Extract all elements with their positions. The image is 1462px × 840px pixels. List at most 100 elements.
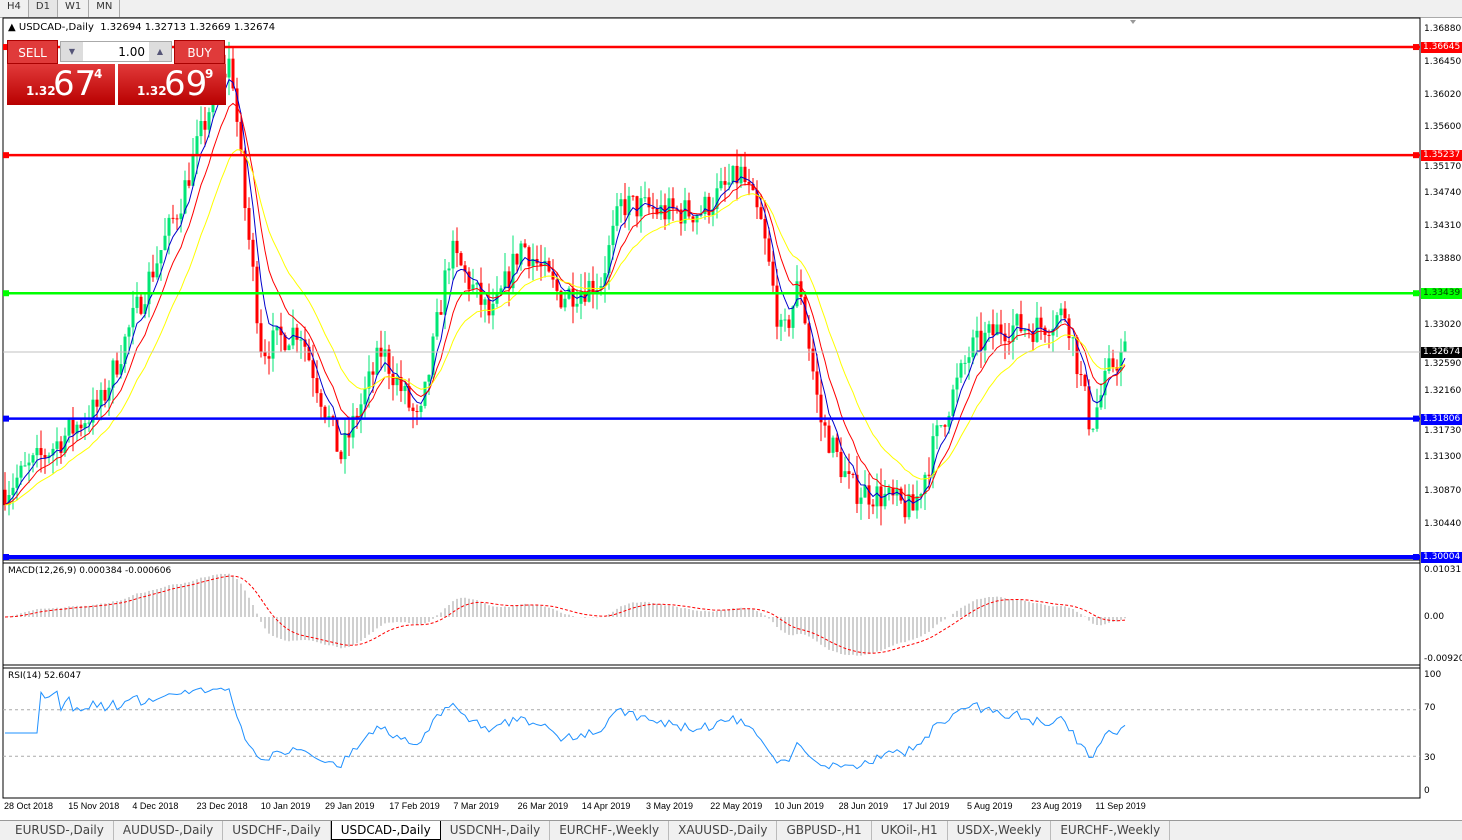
line-handle[interactable] [1413,44,1419,51]
candle-body [159,250,163,264]
date-axis-label: 17 Feb 2019 [389,801,440,811]
price-axis-label: 1.31300 [1424,452,1462,462]
candle-body [147,271,151,305]
candle-body [771,261,775,286]
chart-tab[interactable]: EURCHF-,Weekly [550,821,670,840]
candle-body [343,432,347,460]
candle-body [459,253,463,266]
chart-tab[interactable]: GBPUSD-,H1 [777,821,872,840]
candle-body [863,485,867,498]
candle-body [579,291,583,304]
lot-size-input[interactable]: ▼ 1.00 ▲ [60,41,172,62]
timeframe-w1[interactable]: W1 [58,0,90,17]
candle-body [803,296,807,324]
price-chart[interactable] [0,0,1462,820]
candle-body [1103,370,1107,396]
candle-body [923,474,927,495]
buy-price-prefix: 1.32 [137,84,167,98]
candle-body [1107,358,1111,371]
line-handle[interactable] [1413,152,1419,159]
candle-body [307,346,311,361]
candle-body [263,351,267,357]
candle-body [183,180,187,214]
candle-body [815,371,819,395]
candle-body [747,181,751,184]
line-handle[interactable] [3,290,9,297]
chart-tab[interactable]: EURCHF-,Weekly [1051,821,1171,840]
candles [3,41,1127,526]
candle-body [199,121,203,137]
candle-body [231,58,235,89]
macd-axis-label: 0.00 [1424,612,1445,622]
candle-body [847,471,851,474]
chart-tab[interactable]: XAUUSD-,Daily [669,821,778,840]
line-handle[interactable] [1413,554,1419,561]
timeframe-d1[interactable]: D1 [28,0,58,17]
chart-tab[interactable]: USDCNH-,Daily [441,821,551,840]
candle-body [975,330,979,338]
candle-body [323,406,327,419]
chart-tab[interactable]: AUDUSD-,Daily [114,821,224,840]
line-handle[interactable] [3,415,9,422]
chart-tab[interactable]: USDCAD-,Daily [330,821,441,840]
line-handle[interactable] [3,152,9,159]
candle-body [135,296,139,308]
candle-body [3,489,7,506]
candle-body [399,376,403,392]
candle-body [19,465,23,478]
line-handle[interactable] [1413,415,1419,422]
candle-body [275,326,279,331]
chart-tab[interactable]: USDCHF-,Daily [223,821,331,840]
candle-body [543,260,547,266]
candle-body [107,387,111,401]
candle-body [207,112,211,130]
candle-body [811,348,815,372]
chart-tab[interactable]: UKOil-,H1 [872,821,948,840]
chart-tab[interactable]: EURUSD-,Daily [6,821,114,840]
candle-body [755,190,759,208]
candle-body [527,247,531,267]
candle-body [331,416,335,419]
candle-body [407,385,411,408]
candle-body [739,166,743,184]
line-handle[interactable] [3,44,9,51]
candle-body [551,271,555,280]
candle-body [603,273,607,287]
line-handle[interactable] [1413,290,1419,297]
macd-signal-line [4,575,1126,654]
increase-lot-icon[interactable]: ▲ [149,42,171,61]
candle-body [1123,341,1127,352]
line-handle[interactable] [3,554,9,561]
buy-button[interactable]: BUY [174,40,225,64]
candle-body [731,165,735,183]
candle-body [727,182,731,185]
candle-body [151,271,155,278]
candle-body [1063,308,1067,319]
candle-body [799,281,803,297]
candle-body [1099,395,1103,408]
buy-price-pips: 69 [164,64,208,104]
candle-body [143,304,147,314]
candle-body [155,263,159,278]
timeframe-mn[interactable]: MN [89,0,121,17]
candle-body [499,288,503,293]
candle-body [635,196,639,217]
candle-body [251,239,255,267]
decrease-lot-icon[interactable]: ▼ [61,42,83,61]
candle-body [75,424,79,434]
candle-body [51,448,55,456]
candle-body [711,209,715,216]
candle-body [131,307,135,328]
lot-value[interactable]: 1.00 [118,45,145,59]
buy-price[interactable]: 1.32 69 9 [118,64,226,105]
date-axis-label: 11 Sep 2019 [1095,801,1146,811]
chart-tab[interactable]: USDX-,Weekly [948,821,1052,840]
sell-button[interactable]: SELL [7,40,58,64]
candle-body [67,419,71,436]
candle-body [787,319,791,328]
candle-body [559,290,563,308]
sell-price[interactable]: 1.32 67 4 [7,64,115,105]
price-axis-label: 1.33880 [1424,254,1462,264]
candle-body [963,362,967,364]
timeframe-h4[interactable]: H4 [0,0,29,17]
